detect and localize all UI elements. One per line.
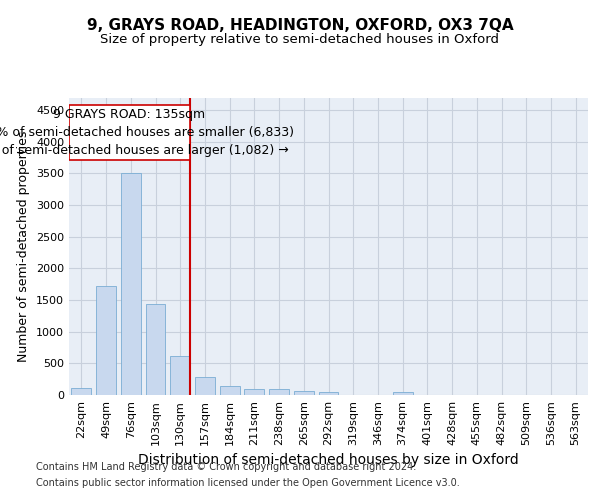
Text: 9, GRAYS ROAD, HEADINGTON, OXFORD, OX3 7QA: 9, GRAYS ROAD, HEADINGTON, OXFORD, OX3 7… xyxy=(86,18,514,32)
Text: Contains HM Land Registry data © Crown copyright and database right 2024.: Contains HM Land Registry data © Crown c… xyxy=(36,462,416,472)
Bar xyxy=(121,174,140,395)
Y-axis label: Number of semi-detached properties: Number of semi-detached properties xyxy=(17,130,31,362)
Bar xyxy=(71,388,91,395)
X-axis label: Distribution of semi-detached houses by size in Oxford: Distribution of semi-detached houses by … xyxy=(138,454,519,468)
Bar xyxy=(220,386,239,395)
Bar xyxy=(294,391,314,395)
Bar xyxy=(319,392,338,395)
Bar xyxy=(170,356,190,395)
Text: 14% of semi-detached houses are larger (1,082) →: 14% of semi-detached houses are larger (… xyxy=(0,144,289,157)
Text: ← 86% of semi-detached houses are smaller (6,833): ← 86% of semi-detached houses are smalle… xyxy=(0,126,293,139)
Text: Contains public sector information licensed under the Open Government Licence v3: Contains public sector information licen… xyxy=(36,478,460,488)
Text: 9 GRAYS ROAD: 135sqm: 9 GRAYS ROAD: 135sqm xyxy=(53,108,206,121)
Bar xyxy=(195,378,215,395)
Bar xyxy=(393,392,413,395)
Bar xyxy=(269,390,289,395)
Bar xyxy=(244,388,264,395)
Text: Size of property relative to semi-detached houses in Oxford: Size of property relative to semi-detach… xyxy=(101,32,499,46)
Bar xyxy=(69,105,190,160)
Bar xyxy=(96,286,116,395)
Bar xyxy=(146,304,166,395)
